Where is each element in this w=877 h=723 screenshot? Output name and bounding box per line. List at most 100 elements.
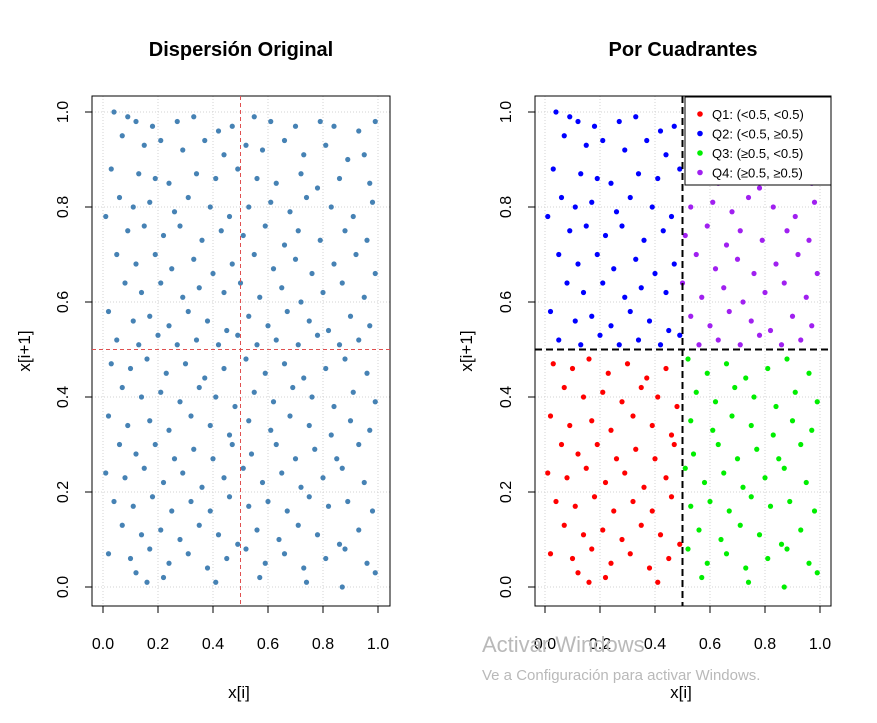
data-point [674, 403, 680, 410]
data-point [668, 432, 675, 438]
data-point [188, 498, 194, 505]
data-point [325, 327, 332, 334]
data-point [814, 270, 820, 277]
data-point [743, 375, 749, 381]
data-point [569, 365, 576, 372]
data-point [160, 574, 167, 581]
data-point [251, 251, 257, 258]
data-point [268, 199, 274, 205]
data-point [600, 137, 606, 144]
data-point [301, 565, 307, 571]
data-point [306, 318, 312, 324]
data-point [729, 209, 735, 215]
data-point [116, 194, 123, 201]
data-point [572, 318, 578, 324]
data-point [336, 175, 343, 182]
data-point [580, 532, 587, 538]
data-point [193, 337, 200, 343]
data-point [589, 546, 595, 552]
data-point [663, 289, 669, 296]
data-point [723, 242, 730, 248]
data-point [586, 579, 592, 585]
data-point [751, 394, 757, 400]
data-point [776, 456, 782, 462]
legend-marker [697, 169, 703, 176]
data-point [616, 342, 622, 348]
data-point [237, 280, 244, 286]
data-point [317, 237, 323, 243]
data-point [721, 285, 727, 291]
series-1 [545, 356, 683, 585]
data-point [704, 560, 710, 566]
data-point [273, 441, 279, 448]
data-point [215, 342, 222, 348]
data-point [295, 342, 301, 348]
data-point [652, 456, 658, 462]
data-point [331, 403, 337, 410]
data-point [105, 551, 112, 557]
data-point [561, 384, 567, 391]
data-point [633, 114, 639, 120]
data-point [323, 365, 329, 372]
data-point [290, 384, 296, 391]
data-point [677, 332, 683, 338]
data-point [207, 422, 213, 429]
data-point [301, 152, 307, 158]
data-point [226, 494, 233, 500]
data-point [312, 446, 318, 452]
data-point [281, 137, 288, 144]
data-point [328, 204, 334, 210]
data-point [141, 223, 147, 229]
data-point [224, 327, 230, 334]
data-point [325, 503, 332, 509]
data-point [347, 418, 354, 424]
data-point [273, 337, 279, 343]
data-point [342, 356, 348, 362]
data-point [273, 180, 279, 186]
data-point [243, 142, 249, 148]
data-point [364, 560, 370, 566]
data-point [158, 137, 164, 144]
data-point [740, 299, 746, 305]
data-point [177, 536, 183, 543]
x-tick-label: 0.2 [589, 636, 611, 653]
data-point [292, 123, 299, 129]
data-point [798, 441, 804, 448]
data-point [180, 147, 186, 153]
data-point [778, 342, 785, 348]
data-point [696, 342, 702, 348]
data-point [644, 137, 650, 144]
legend-entry: Q3: (≥0.5, <0.5) [712, 146, 803, 161]
data-point [773, 403, 779, 410]
data-point [119, 384, 125, 391]
data-point [685, 356, 691, 362]
data-point [759, 237, 765, 243]
data-point [798, 337, 804, 343]
data-point [715, 337, 721, 343]
data-point [136, 171, 142, 177]
data-point [125, 228, 131, 234]
data-point [806, 237, 812, 243]
data-point [204, 318, 211, 324]
data-point [745, 579, 752, 585]
data-point [284, 308, 290, 315]
data-point [600, 527, 606, 533]
data-point [166, 427, 172, 433]
data-point [226, 432, 233, 438]
x-tick-label: 0.4 [202, 636, 224, 653]
data-point [578, 342, 584, 348]
data-point [221, 152, 227, 158]
data-point [158, 527, 164, 533]
data-point [141, 465, 147, 471]
data-point [314, 532, 321, 538]
data-point [350, 213, 356, 220]
data-point [306, 422, 312, 429]
data-point [314, 185, 321, 191]
data-point [773, 261, 779, 267]
series-2 [545, 109, 683, 348]
data-point [707, 323, 713, 329]
data-point [254, 342, 260, 348]
data-point [655, 175, 661, 182]
data-point [213, 579, 219, 585]
data-point [550, 166, 556, 172]
